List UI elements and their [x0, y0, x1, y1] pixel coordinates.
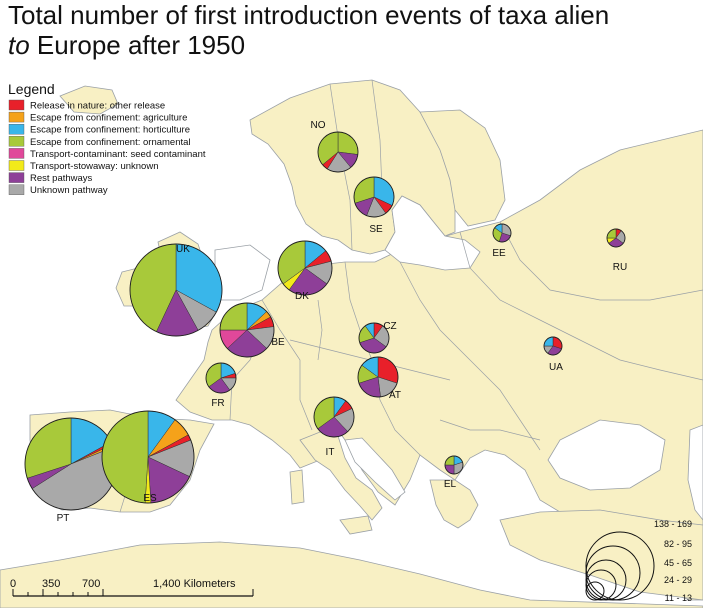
- pie-it: [313, 396, 355, 438]
- pie-uk: [129, 243, 223, 337]
- pie-outline: [353, 176, 395, 218]
- pie-outline: [101, 410, 195, 504]
- map-title-line1: Total number of first introduction event…: [8, 0, 609, 30]
- water-bodies: [214, 195, 703, 521]
- land-iceland: [59, 85, 119, 115]
- pie-no: [317, 131, 359, 173]
- baltic-sea: [384, 195, 481, 271]
- size-legend: 138 - 169 82 - 95 45 - 65 24 - 29 11 - 13: [585, 519, 692, 603]
- country-label-be: BE: [271, 337, 285, 348]
- country-label-ee: EE: [492, 248, 506, 259]
- land-finland: [419, 109, 506, 227]
- scale-bar: 0 350 700 1,400 Kilometers: [10, 578, 254, 597]
- caspian-sea: [687, 424, 703, 521]
- country-label-it: IT: [326, 447, 335, 458]
- pie-ee: [492, 223, 512, 243]
- pie-outline: [543, 336, 563, 356]
- legend-label: Escape from confinement: agriculture: [30, 113, 187, 124]
- country-label-uk: UK: [176, 244, 190, 255]
- legend-swatch: [8, 172, 25, 183]
- country-label-dk: DK: [295, 291, 309, 302]
- legend-swatch: [8, 184, 25, 195]
- size-legend-label: 138 - 169: [654, 519, 692, 529]
- size-legend-label: 11 - 13: [665, 593, 692, 603]
- legend-title: Legend: [8, 81, 55, 97]
- pie-be: [219, 302, 275, 358]
- map-title-rest: Europe after 1950: [30, 30, 245, 60]
- legend-swatch: [8, 111, 25, 123]
- pie-outline: [357, 356, 399, 398]
- country-label-ru: RU: [613, 262, 627, 273]
- scale-label-1400: 1,400 Kilometers: [153, 578, 236, 590]
- size-legend-circle: [585, 545, 641, 601]
- pie-cz: [358, 322, 390, 354]
- pie-fr: [205, 362, 237, 394]
- pie-ua: [543, 336, 563, 356]
- size-legend-circle: [585, 531, 655, 601]
- pie-outline: [205, 362, 237, 394]
- legend-label: Unknown pathway: [30, 185, 108, 196]
- pie-outline: [219, 302, 275, 358]
- size-legend-label: 82 - 95: [664, 539, 692, 549]
- adriatic-sea: [344, 437, 406, 501]
- country-label-ua: UA: [549, 362, 563, 373]
- legend-label: Transport-stowaway: unknown: [30, 161, 158, 172]
- pie-at: [357, 356, 399, 398]
- scale-ticks: [12, 589, 254, 596]
- country-label-at: AT: [389, 390, 401, 401]
- legend-swatch: [8, 148, 25, 159]
- size-legend-circle: [585, 581, 605, 601]
- legend-label: Release in nature: other release: [30, 101, 165, 112]
- legend-swatch: [8, 160, 25, 171]
- country-label-es: ES: [143, 493, 157, 504]
- pie-dk: [277, 240, 333, 296]
- country-label-se: SE: [369, 224, 383, 235]
- legend-label: Escape from confinement: horticulture: [30, 125, 190, 136]
- map-title-italic: to: [8, 30, 30, 60]
- legend-swatch: [8, 123, 25, 135]
- country-label-el: EL: [444, 479, 457, 490]
- pie-outline: [317, 131, 359, 173]
- country-label-pt: PT: [57, 513, 70, 524]
- legend-swatch: [8, 136, 25, 147]
- land-sardinia: [289, 469, 305, 505]
- pie-se: [353, 176, 395, 218]
- legend: Legend Release in nature: other releaseE…: [8, 81, 206, 196]
- pie-outline: [277, 240, 333, 296]
- scale-label-350: 350: [42, 578, 60, 590]
- pie-ru: [606, 228, 626, 248]
- legend-label: Rest pathways: [30, 173, 93, 184]
- scale-label-700: 700: [82, 578, 100, 590]
- map-title-line2: to Europe after 1950: [8, 30, 245, 60]
- land-north-africa: [0, 541, 703, 608]
- land-greece: [429, 479, 479, 529]
- pie-el: [444, 455, 464, 475]
- country-label-no: NO: [311, 120, 326, 131]
- pie-outline: [313, 396, 355, 438]
- size-legend-label: 45 - 65: [664, 558, 692, 568]
- scale-label-0: 0: [10, 578, 16, 590]
- pie-outline: [129, 243, 223, 337]
- pie-es: [101, 410, 195, 504]
- pie-outline: [606, 228, 626, 248]
- pie-outline: [358, 322, 390, 354]
- country-label-cz: CZ: [383, 321, 396, 332]
- land-sicily: [339, 515, 373, 535]
- pie-outline: [444, 455, 464, 475]
- legend-label: Transport-contaminant: seed contaminant: [30, 149, 206, 160]
- pie-layer: NO SE EE RU UK DK BE CZ UA AT FR IT EL PT ES: [24, 120, 627, 524]
- size-legend-circle: [585, 559, 627, 601]
- size-legend-circle: [585, 569, 617, 601]
- size-legend-label: 24 - 29: [664, 575, 692, 585]
- legend-label: Escape from confinement: ornamental: [30, 137, 191, 148]
- legend-swatch: [8, 99, 25, 111]
- pie-outline: [492, 223, 512, 243]
- country-label-fr: FR: [211, 398, 224, 409]
- black-sea: [547, 419, 666, 491]
